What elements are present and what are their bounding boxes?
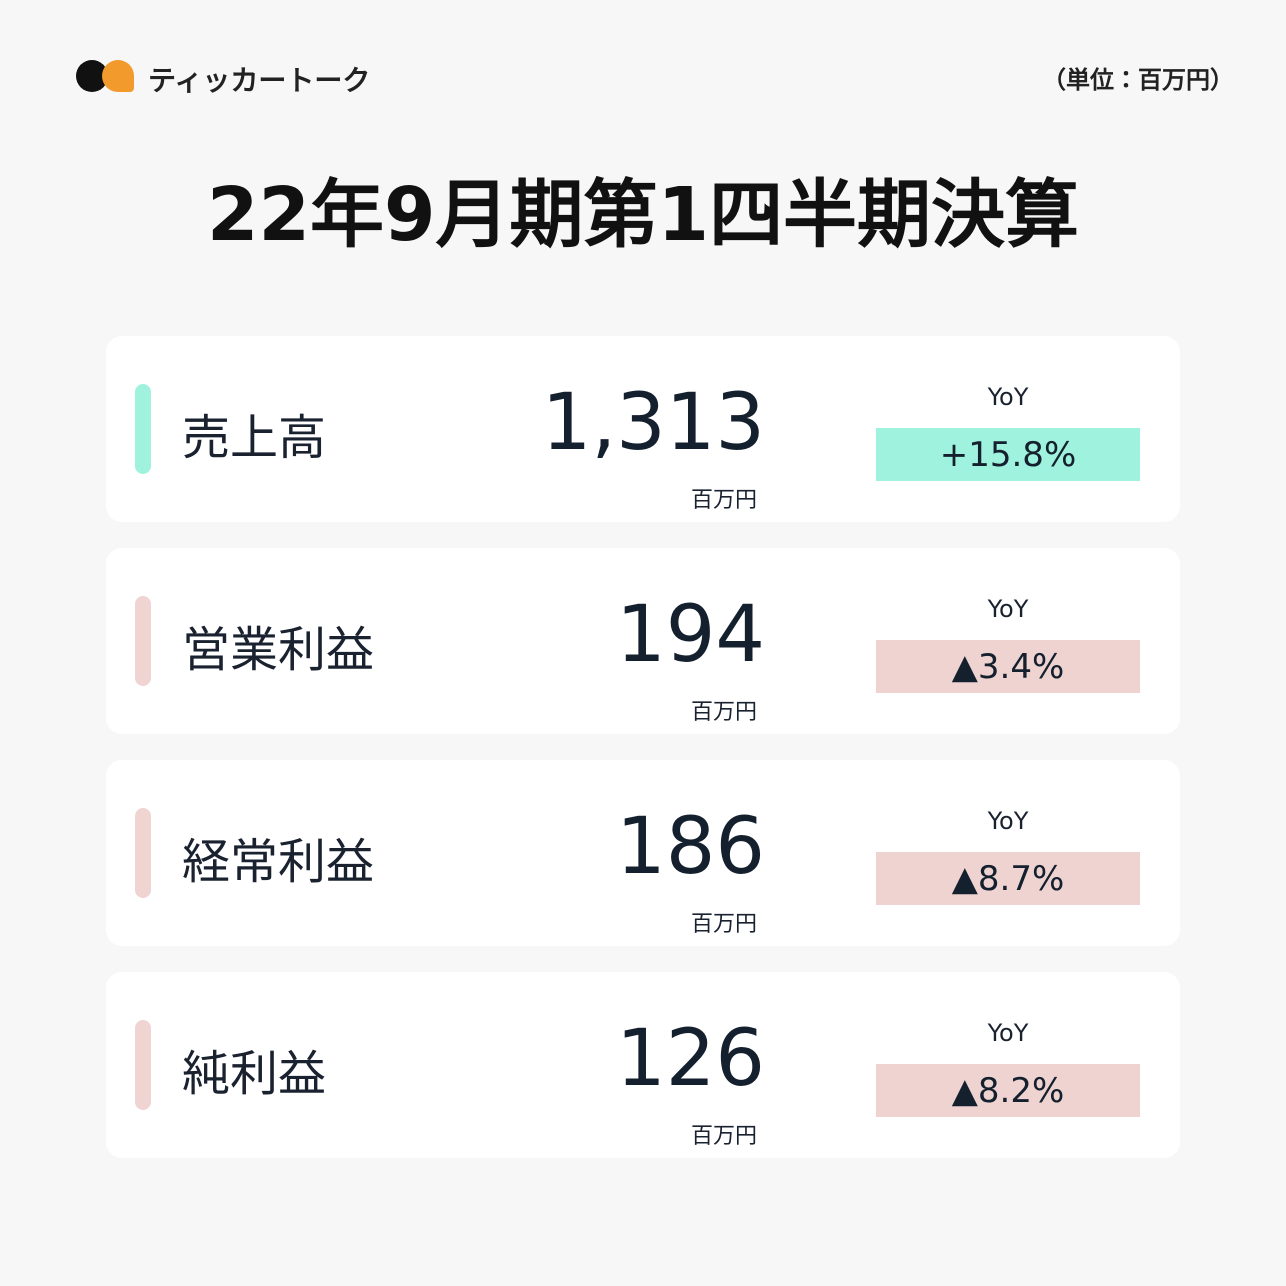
yoy-label: YoY bbox=[987, 1019, 1029, 1047]
metric-value: 186 bbox=[616, 802, 765, 892]
metric-label: 営業利益 bbox=[182, 622, 375, 678]
yoy-value: ▲8.2% bbox=[876, 1064, 1140, 1117]
metric-card: 売上高 1,313 百万円 YoY +15.8% bbox=[106, 336, 1180, 522]
metric-unit: 百万円 bbox=[690, 488, 757, 513]
yoy-value: +15.8% bbox=[876, 428, 1140, 481]
metric-unit: 百万円 bbox=[690, 700, 757, 725]
metric-value: 194 bbox=[616, 590, 765, 680]
metric-card: 営業利益 194 百万円 YoY ▲3.4% bbox=[106, 548, 1180, 734]
logo-dot bbox=[102, 60, 134, 92]
unit-note: （単位：百万円） bbox=[1042, 66, 1234, 94]
metric-card: 経常利益 186 百万円 YoY ▲8.7% bbox=[106, 760, 1180, 946]
yoy-value: ▲3.4% bbox=[876, 640, 1140, 693]
metric-label: 経常利益 bbox=[182, 834, 375, 890]
accent-bar bbox=[135, 384, 151, 474]
yoy-label: YoY bbox=[987, 595, 1029, 623]
page-title: 22年9月期第1四半期決算 bbox=[207, 172, 1079, 258]
metric-label: 純利益 bbox=[182, 1046, 327, 1102]
accent-bar bbox=[135, 1020, 151, 1110]
yoy-label: YoY bbox=[987, 383, 1029, 411]
metric-unit: 百万円 bbox=[690, 1124, 757, 1149]
brand: ティッカートーク bbox=[148, 64, 371, 97]
metric-value: 1,313 bbox=[541, 378, 765, 468]
yoy-label: YoY bbox=[987, 807, 1029, 835]
yoy-value: ▲8.7% bbox=[876, 852, 1140, 905]
metric-label: 売上高 bbox=[182, 410, 327, 466]
accent-bar bbox=[135, 808, 151, 898]
metric-card: 純利益 126 百万円 YoY ▲8.2% bbox=[106, 972, 1180, 1158]
accent-bar bbox=[135, 596, 151, 686]
metric-value: 126 bbox=[616, 1014, 765, 1104]
metric-unit: 百万円 bbox=[690, 912, 757, 937]
